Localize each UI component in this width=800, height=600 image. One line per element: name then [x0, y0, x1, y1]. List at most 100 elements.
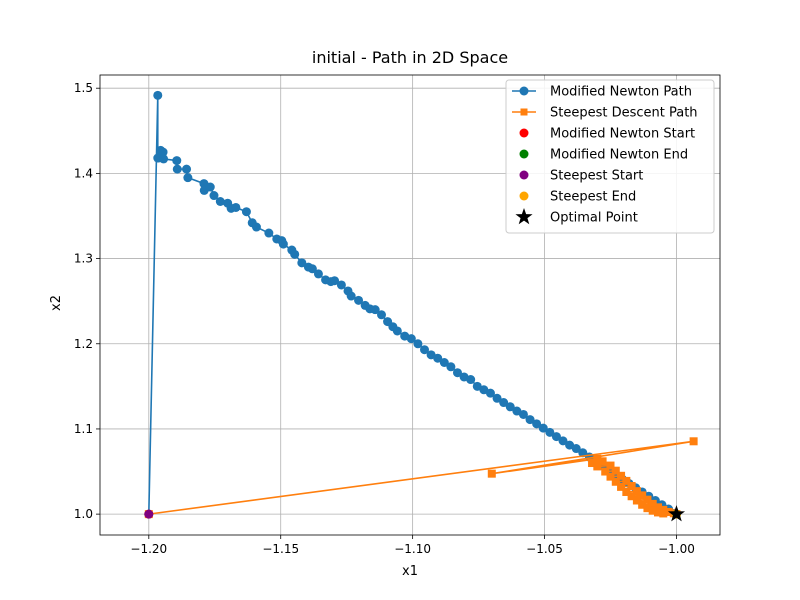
modified-newton-path-point	[346, 291, 356, 301]
steepest-descent-path-point	[606, 472, 615, 481]
modified-newton-path-point	[215, 197, 225, 206]
legend: Modified Newton Path Steepest Descent Pat…	[505, 79, 715, 234]
modified-newton-path-point	[205, 182, 215, 192]
modified-newton-path-point	[278, 239, 288, 249]
legend-swatch-marker	[519, 170, 529, 180]
modified-newton-path-point	[209, 191, 219, 201]
legend-swatch-marker	[519, 128, 529, 138]
steepest-descent-path-point	[664, 508, 673, 516]
optimal-point-point	[667, 505, 686, 522]
legend-label: Steepest Start	[550, 169, 643, 184]
steepest-descent-path-point	[622, 487, 631, 496]
series-group	[144, 90, 698, 522]
y-tick-label: 1.1	[74, 422, 93, 436]
legend-label: Steepest End	[550, 190, 636, 205]
modified-newton-path-point	[492, 393, 502, 403]
legend-label: Optimal Point	[550, 211, 638, 226]
steepest-descent-path-point	[659, 509, 668, 518]
modified-newton-path-point	[159, 154, 169, 164]
modified-newton-path-point	[452, 368, 462, 378]
modified-newton-path-point	[545, 427, 555, 437]
modified-newton-path-point	[251, 222, 261, 232]
modified-newton-path-point	[182, 164, 192, 174]
x-tick-label: −1.10	[394, 542, 431, 556]
legend-swatch-marker	[519, 191, 529, 201]
legend-box	[505, 79, 715, 234]
modified-newton-path-point	[413, 339, 423, 349]
steepest-descent-path-point	[638, 491, 647, 500]
legend-swatch-marker	[520, 108, 528, 116]
modified-newton-path-point	[525, 415, 535, 425]
steepest-descent-path-point	[689, 437, 698, 446]
steepest-descent-path-point	[617, 482, 626, 491]
modified-newton-path-point	[571, 444, 581, 454]
modified-newton-path-point	[290, 249, 300, 259]
modified-newton-path-point	[354, 295, 364, 305]
steepest-descent-path-point	[593, 462, 602, 471]
modified-newton-path-point	[370, 305, 380, 315]
legend-swatch-marker	[519, 149, 529, 159]
modified-newton-path-point	[297, 258, 307, 268]
steepest-descent-path-point	[648, 506, 657, 515]
modified-newton-path-point	[377, 310, 387, 320]
steepest-descent-path-point	[638, 500, 647, 509]
steepest-descent-path-point	[606, 461, 615, 470]
legend-label: Modified Newton Start	[550, 127, 695, 142]
steepest-descent-path-point	[627, 492, 636, 501]
modified-newton-path-point	[172, 156, 182, 166]
steepest-descent-path-point	[601, 467, 610, 476]
modified-newton-path-point	[336, 280, 346, 290]
modified-newton-path-point	[392, 326, 402, 336]
y-axis-label: x2	[49, 295, 64, 311]
axes-frame	[99, 74, 721, 536]
steepest-descent-path-point	[648, 499, 657, 508]
steepest-descent-path-point	[654, 508, 662, 517]
y-tick-label: 1.5	[74, 81, 93, 95]
modified-newton-path-point	[439, 358, 449, 367]
steepest-descent-path-point	[611, 477, 620, 486]
y-tick-label: 1.3	[74, 252, 93, 266]
modified-newton-path-point	[420, 345, 430, 355]
x-tick-label: −1.05	[526, 542, 563, 556]
legend-swatch-marker	[519, 86, 529, 96]
modified-newton-path-point	[158, 147, 168, 157]
modified-newton-path-point	[172, 164, 182, 174]
modified-newton-path-point	[532, 419, 542, 429]
modified-newton-path-point	[264, 228, 274, 238]
steepest-descent-path-point	[611, 466, 620, 475]
steepest-descent-path-point	[632, 487, 641, 496]
steepest-descent-path-point	[643, 504, 652, 513]
y-tick-label: 1.0	[74, 507, 93, 521]
x-tick-label: −1.20	[130, 542, 167, 556]
modified-newton-path-point	[518, 409, 528, 419]
steepest-descent-path-point	[588, 459, 597, 468]
steepest-descent-path-point	[487, 469, 496, 478]
modified-newton-path-point	[466, 375, 476, 385]
steepest-descent-path-point	[598, 457, 607, 466]
steepest-descent-path-point	[593, 454, 602, 463]
x-axis-label: x1	[402, 564, 418, 579]
steepest-descent-path-point	[622, 476, 631, 485]
modified-newton-path-point	[231, 202, 241, 212]
steepest-descent-path-point	[617, 471, 626, 480]
steepest-descent-path-point	[654, 503, 662, 512]
y-tick-label: 1.2	[74, 337, 93, 351]
modified-newton-path-point	[558, 436, 568, 446]
modified-newton-path-point	[551, 432, 561, 442]
modified-newton-path-point	[313, 269, 323, 279]
modified-newton-path-point	[433, 353, 443, 363]
chart-title: initial - Path in 2D Space	[312, 48, 508, 67]
x-tick-label: −1.00	[658, 542, 695, 556]
modified-newton-path-point	[183, 173, 193, 183]
modified-newton-path-point	[538, 423, 548, 433]
legend-label: Modified Newton End	[550, 148, 688, 163]
legend-label: Steepest Descent Path	[550, 106, 698, 121]
modified-newton-path-point	[307, 264, 317, 274]
steepest-descent-path-point	[627, 482, 636, 491]
modified-newton-path-point	[505, 402, 515, 412]
modified-newton-path-point	[406, 334, 416, 344]
legend-swatch-marker	[515, 208, 533, 225]
steepest-descent-path-point	[632, 496, 641, 505]
x-tick-label: −1.15	[262, 542, 299, 556]
